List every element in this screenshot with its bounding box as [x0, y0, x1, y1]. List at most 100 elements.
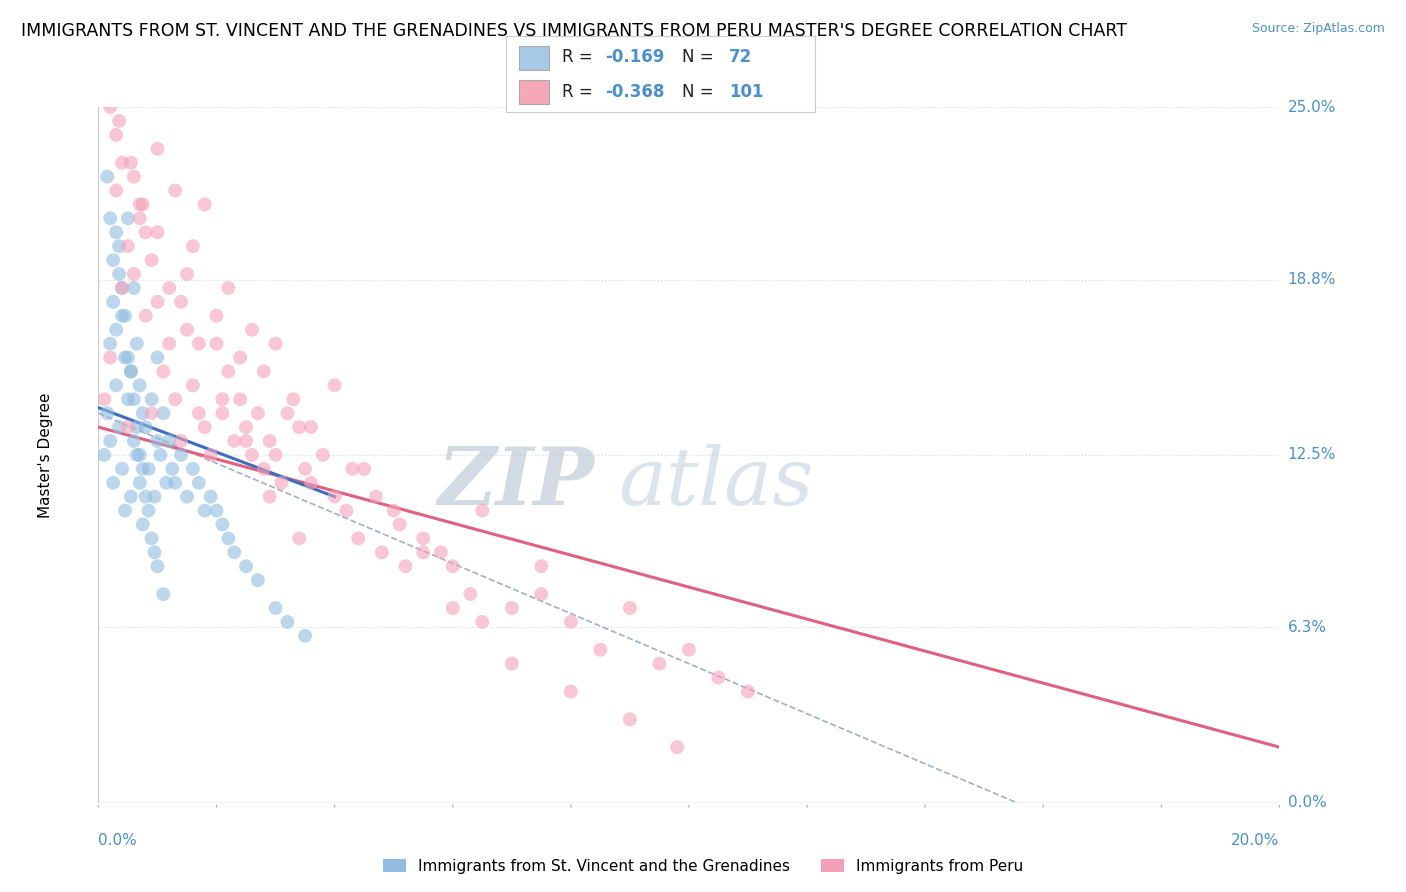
- Point: [132, 406, 155, 420]
- Point: [211, 392, 233, 407]
- Text: 25.0%: 25.0%: [1288, 100, 1336, 114]
- Point: [364, 490, 387, 504]
- Point: [619, 712, 641, 726]
- Point: [205, 336, 228, 351]
- Point: [170, 434, 193, 448]
- Point: [283, 392, 305, 407]
- Point: [138, 503, 160, 517]
- Point: [187, 336, 209, 351]
- Point: [108, 267, 131, 281]
- Point: [157, 281, 180, 295]
- Point: [141, 532, 163, 546]
- Point: [105, 378, 128, 392]
- Point: [141, 406, 163, 420]
- Point: [294, 462, 316, 476]
- Point: [240, 323, 263, 337]
- Point: [111, 281, 134, 295]
- Point: [135, 225, 157, 239]
- Text: 0.0%: 0.0%: [98, 833, 138, 848]
- Text: 12.5%: 12.5%: [1288, 448, 1336, 462]
- Point: [217, 364, 239, 378]
- Point: [229, 351, 252, 365]
- Point: [264, 448, 287, 462]
- Point: [111, 155, 134, 169]
- Point: [162, 462, 183, 476]
- Point: [200, 448, 222, 462]
- Point: [205, 309, 228, 323]
- Point: [335, 503, 357, 517]
- Point: [211, 406, 233, 420]
- Point: [138, 462, 160, 476]
- Point: [157, 336, 180, 351]
- Point: [371, 545, 394, 559]
- Point: [205, 503, 228, 517]
- Point: [152, 587, 174, 601]
- Point: [235, 420, 257, 434]
- Point: [132, 197, 155, 211]
- Point: [165, 475, 187, 490]
- Point: [155, 475, 177, 490]
- Point: [299, 420, 322, 434]
- Point: [211, 517, 233, 532]
- Point: [143, 490, 166, 504]
- Point: [98, 351, 121, 365]
- Point: [229, 392, 252, 407]
- Point: [122, 434, 145, 448]
- Point: [108, 114, 131, 128]
- Point: [165, 184, 187, 198]
- Point: [737, 684, 759, 698]
- Point: [105, 128, 128, 142]
- Point: [120, 490, 142, 504]
- Point: [430, 545, 453, 559]
- Point: [246, 406, 269, 420]
- Point: [471, 503, 494, 517]
- Point: [288, 532, 311, 546]
- Point: [128, 197, 150, 211]
- Point: [176, 323, 198, 337]
- Point: [259, 490, 281, 504]
- Text: 18.8%: 18.8%: [1288, 272, 1336, 287]
- Point: [235, 559, 257, 574]
- Point: [146, 225, 169, 239]
- Text: 101: 101: [728, 83, 763, 101]
- Point: [246, 573, 269, 587]
- Text: R =: R =: [562, 48, 598, 66]
- Point: [152, 406, 174, 420]
- Point: [146, 434, 169, 448]
- Point: [187, 475, 209, 490]
- Point: [125, 448, 148, 462]
- Point: [224, 545, 246, 559]
- Point: [312, 448, 335, 462]
- Text: -0.169: -0.169: [605, 48, 665, 66]
- Point: [149, 448, 172, 462]
- Point: [264, 601, 287, 615]
- Point: [347, 532, 370, 546]
- Text: IMMIGRANTS FROM ST. VINCENT AND THE GRENADINES VS IMMIGRANTS FROM PERU MASTER'S : IMMIGRANTS FROM ST. VINCENT AND THE GREN…: [21, 22, 1128, 40]
- Point: [103, 253, 125, 268]
- Point: [117, 392, 139, 407]
- Point: [181, 378, 204, 392]
- Point: [678, 642, 700, 657]
- Point: [165, 392, 187, 407]
- Point: [323, 490, 346, 504]
- Text: 20.0%: 20.0%: [1232, 833, 1279, 848]
- Text: -0.368: -0.368: [605, 83, 665, 101]
- Point: [176, 267, 198, 281]
- Legend: Immigrants from St. Vincent and the Grenadines, Immigrants from Peru: Immigrants from St. Vincent and the Gren…: [377, 853, 1029, 880]
- Point: [122, 267, 145, 281]
- Text: R =: R =: [562, 83, 598, 101]
- Point: [170, 448, 193, 462]
- Point: [217, 281, 239, 295]
- Point: [111, 281, 134, 295]
- Point: [135, 490, 157, 504]
- Point: [117, 420, 139, 434]
- Point: [122, 392, 145, 407]
- Text: Master's Degree: Master's Degree: [38, 392, 53, 517]
- Point: [471, 615, 494, 629]
- Point: [128, 475, 150, 490]
- Point: [105, 323, 128, 337]
- Point: [253, 462, 276, 476]
- Text: 0.0%: 0.0%: [1288, 796, 1326, 810]
- Point: [619, 601, 641, 615]
- Point: [560, 615, 582, 629]
